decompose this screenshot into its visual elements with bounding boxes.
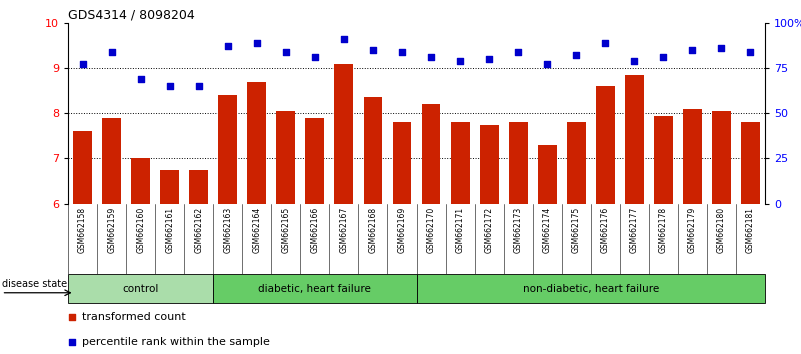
- Text: GDS4314 / 8098204: GDS4314 / 8098204: [68, 9, 195, 22]
- Point: [483, 56, 496, 62]
- Text: disease state: disease state: [2, 279, 66, 289]
- Text: GSM662164: GSM662164: [252, 207, 261, 253]
- Text: diabetic, heart failure: diabetic, heart failure: [259, 284, 372, 293]
- Point: [628, 58, 641, 64]
- Bar: [248, 82, 266, 204]
- Text: GSM662179: GSM662179: [688, 207, 697, 253]
- Bar: [103, 118, 121, 204]
- Text: transformed count: transformed count: [82, 312, 186, 322]
- Point: [453, 58, 466, 64]
- Text: GSM662162: GSM662162: [195, 207, 203, 253]
- Bar: [213, 274, 417, 303]
- Point: [65, 314, 78, 320]
- Bar: [683, 109, 702, 204]
- Point: [308, 54, 321, 60]
- Point: [105, 50, 118, 55]
- Point: [251, 40, 264, 46]
- Point: [715, 45, 728, 51]
- Text: GSM662176: GSM662176: [601, 207, 610, 253]
- Point: [135, 76, 147, 82]
- Text: percentile rank within the sample: percentile rank within the sample: [82, 337, 270, 347]
- Bar: [392, 122, 412, 204]
- Text: GSM662178: GSM662178: [659, 207, 668, 253]
- Text: GSM662173: GSM662173: [513, 207, 522, 253]
- Bar: [741, 122, 760, 204]
- Bar: [73, 131, 92, 204]
- Point: [541, 61, 553, 67]
- Bar: [417, 274, 765, 303]
- Point: [280, 50, 292, 55]
- Point: [76, 61, 89, 67]
- Point: [65, 339, 78, 344]
- Text: GSM662175: GSM662175: [572, 207, 581, 253]
- Point: [221, 43, 234, 48]
- Text: GSM662165: GSM662165: [281, 207, 290, 253]
- Point: [570, 52, 582, 57]
- Text: non-diabetic, heart failure: non-diabetic, heart failure: [522, 284, 659, 293]
- Text: GSM662181: GSM662181: [746, 207, 755, 253]
- Text: GSM662167: GSM662167: [340, 207, 348, 253]
- Point: [192, 84, 205, 89]
- Bar: [625, 75, 644, 204]
- Point: [367, 47, 380, 53]
- Bar: [364, 97, 382, 204]
- Point: [744, 50, 757, 55]
- Text: GSM662170: GSM662170: [427, 207, 436, 253]
- Bar: [68, 274, 213, 303]
- Bar: [160, 170, 179, 204]
- Point: [163, 84, 176, 89]
- Point: [425, 54, 437, 60]
- Text: GSM662158: GSM662158: [78, 207, 87, 253]
- Text: GSM662168: GSM662168: [368, 207, 377, 253]
- Text: GSM662160: GSM662160: [136, 207, 145, 253]
- Text: GSM662159: GSM662159: [107, 207, 116, 253]
- Bar: [654, 115, 673, 204]
- Bar: [537, 145, 557, 204]
- Bar: [189, 170, 208, 204]
- Bar: [219, 95, 237, 204]
- Text: GSM662166: GSM662166: [311, 207, 320, 253]
- Bar: [567, 122, 586, 204]
- Point: [657, 54, 670, 60]
- Text: GSM662163: GSM662163: [223, 207, 232, 253]
- Point: [686, 47, 698, 53]
- Bar: [335, 64, 353, 204]
- Bar: [305, 118, 324, 204]
- Bar: [480, 125, 498, 204]
- Bar: [131, 159, 150, 204]
- Text: GSM662169: GSM662169: [397, 207, 406, 253]
- Bar: [451, 122, 469, 204]
- Point: [512, 50, 525, 55]
- Bar: [421, 104, 441, 204]
- Point: [599, 40, 612, 46]
- Text: GSM662177: GSM662177: [630, 207, 638, 253]
- Bar: [712, 111, 731, 204]
- Text: GSM662171: GSM662171: [456, 207, 465, 253]
- Text: GSM662161: GSM662161: [165, 207, 174, 253]
- Text: GSM662172: GSM662172: [485, 207, 493, 253]
- Point: [396, 50, 409, 55]
- Text: GSM662180: GSM662180: [717, 207, 726, 253]
- Bar: [509, 122, 528, 204]
- Point: [337, 36, 350, 42]
- Bar: [276, 111, 296, 204]
- Text: GSM662174: GSM662174: [543, 207, 552, 253]
- Bar: [596, 86, 614, 204]
- Text: control: control: [123, 284, 159, 293]
